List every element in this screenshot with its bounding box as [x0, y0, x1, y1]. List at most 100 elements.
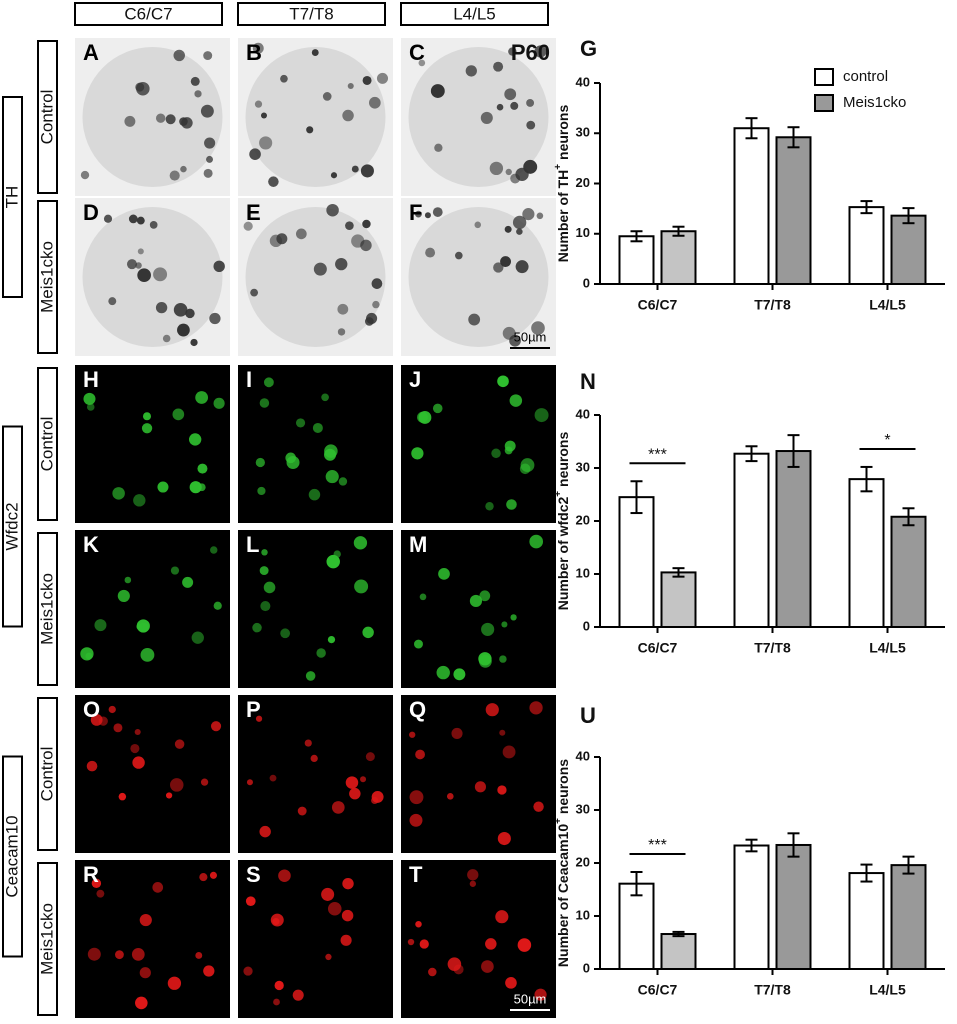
cell	[200, 104, 214, 118]
panel-letter: S	[246, 862, 261, 887]
error-bar	[902, 507, 915, 527]
cell	[130, 743, 140, 754]
cell	[260, 112, 267, 119]
cell	[83, 392, 96, 405]
cell	[360, 164, 374, 178]
cell	[436, 665, 450, 680]
y-tick-label: 20	[576, 854, 590, 869]
cell	[213, 397, 225, 409]
error-bar	[745, 117, 758, 140]
cell	[185, 308, 195, 319]
cell	[174, 739, 185, 749]
cell	[485, 502, 494, 511]
cell	[268, 176, 279, 187]
cell	[252, 42, 264, 54]
cell	[136, 216, 145, 225]
image-panel	[401, 530, 556, 688]
cell	[453, 668, 466, 681]
error-bar	[745, 838, 758, 853]
cell	[497, 785, 507, 795]
legend-label: control	[843, 68, 888, 85]
cell	[337, 303, 349, 315]
cell	[181, 117, 193, 129]
cell	[351, 234, 365, 248]
cell	[481, 622, 495, 636]
cell	[517, 938, 532, 952]
bar	[890, 515, 927, 629]
panel-letter: D	[83, 200, 99, 225]
x-tick-label: L4/L5	[869, 297, 906, 313]
header-box	[237, 2, 386, 26]
cell	[259, 825, 271, 838]
cell	[330, 172, 338, 179]
row-label: Control	[37, 747, 56, 802]
y-tick-label: 30	[576, 459, 590, 474]
cell	[269, 774, 277, 782]
cell	[255, 457, 265, 468]
cell	[341, 909, 354, 922]
panel-letter: C	[409, 40, 425, 65]
cell	[115, 950, 124, 960]
image-panel	[238, 530, 393, 688]
cell	[376, 72, 389, 84]
group-label: Wfdc2	[2, 502, 21, 550]
bar	[733, 127, 770, 285]
error-bar	[787, 126, 800, 149]
cell	[153, 267, 168, 282]
cell	[465, 65, 477, 77]
cell	[534, 988, 547, 1001]
cell	[261, 549, 268, 556]
cell	[354, 579, 369, 594]
panel-letter: E	[246, 200, 261, 225]
row-label: Meis1cko	[37, 241, 56, 313]
cell	[351, 165, 359, 173]
bar	[660, 230, 697, 286]
cell	[260, 601, 271, 612]
panel-letter: T	[409, 862, 423, 887]
cell	[424, 212, 431, 219]
panel-letter: H	[83, 367, 99, 392]
cell	[362, 626, 374, 639]
cell	[203, 51, 213, 61]
y-tick-label: 0	[583, 618, 590, 633]
cell	[169, 778, 184, 792]
cell	[497, 832, 511, 846]
cell	[209, 871, 217, 879]
bar	[890, 864, 927, 970]
cell	[204, 137, 216, 149]
cell	[364, 317, 374, 326]
chart-letter: G	[580, 36, 597, 61]
cell	[117, 589, 130, 603]
panel-letter: M	[409, 532, 427, 557]
y-tick-label: 10	[576, 225, 590, 240]
cell	[478, 652, 492, 666]
cell	[497, 375, 509, 388]
cell	[409, 813, 423, 827]
cell	[90, 714, 103, 726]
column-header: T7/T8	[289, 4, 333, 23]
x-tick-label: C6/C7	[638, 982, 678, 998]
cell	[500, 256, 512, 268]
cell	[108, 705, 116, 714]
cell	[438, 568, 450, 580]
cell	[297, 806, 307, 816]
cell	[210, 721, 222, 732]
cell	[415, 920, 422, 928]
cell	[469, 880, 477, 887]
cell	[198, 483, 206, 492]
cell	[365, 752, 375, 762]
cell	[501, 621, 508, 628]
cell	[139, 913, 152, 927]
cell	[311, 49, 319, 56]
group-box	[2, 425, 23, 628]
cell	[327, 901, 342, 916]
y-label-text: neurons	[555, 432, 571, 491]
header-box	[74, 2, 223, 26]
y-tick-label: 0	[583, 960, 590, 975]
cell	[274, 980, 284, 991]
cell	[305, 671, 316, 681]
x-tick-label: T7/T8	[754, 640, 791, 656]
error-bar	[787, 434, 800, 468]
cell	[326, 554, 340, 569]
cell	[485, 703, 499, 717]
